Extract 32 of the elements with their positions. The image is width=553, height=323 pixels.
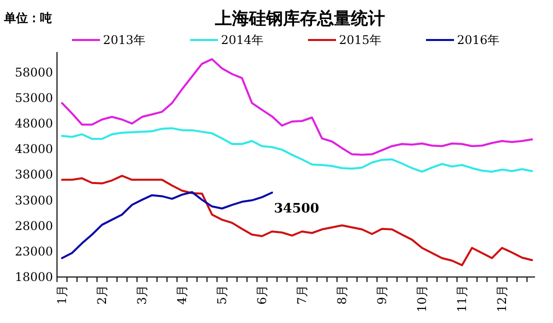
x-tick-label: 11月 bbox=[455, 285, 469, 312]
line-series bbox=[61, 191, 273, 260]
y-tick-label: 18000 bbox=[14, 270, 53, 284]
y-tick-label: 43000 bbox=[14, 142, 53, 156]
data-label: 34500 bbox=[274, 202, 320, 217]
x-tick-label: 4月 bbox=[175, 285, 189, 305]
legend-label: 2014年 bbox=[221, 33, 264, 47]
x-tick-label: 5月 bbox=[215, 285, 229, 305]
x-tick-label: 6月 bbox=[255, 285, 269, 305]
y-axis-title: 单位：吨 bbox=[3, 11, 52, 25]
legend-label: 2016年 bbox=[457, 33, 500, 47]
x-tick-label: 10月 bbox=[415, 285, 429, 312]
y-tick-label: 53000 bbox=[14, 91, 53, 106]
legend-label: 2015年 bbox=[339, 33, 382, 47]
x-tick-label: 9月 bbox=[375, 285, 389, 305]
x-tick-label: 8月 bbox=[335, 285, 349, 305]
y-tick-label: 38000 bbox=[14, 168, 53, 182]
y-tick-label: 33000 bbox=[14, 193, 53, 208]
x-tick-label: 1月 bbox=[55, 285, 69, 305]
x-tick-label: 7月 bbox=[295, 285, 309, 305]
line-series bbox=[61, 127, 533, 173]
chart-title: 上海硅钢库存总量统计 bbox=[214, 9, 385, 29]
x-tick-label: 3月 bbox=[135, 285, 149, 305]
y-tick-label: 48000 bbox=[14, 116, 53, 131]
line-series bbox=[61, 58, 533, 156]
y-tick-label: 58000 bbox=[14, 65, 53, 80]
y-tick-label: 23000 bbox=[14, 244, 53, 258]
legend-label: 2013年 bbox=[103, 33, 146, 47]
y-tick-label: 28000 bbox=[14, 218, 53, 233]
x-tick-label: 2月 bbox=[95, 285, 109, 305]
x-tick-label: 12月 bbox=[495, 285, 509, 312]
line-series bbox=[61, 174, 533, 266]
